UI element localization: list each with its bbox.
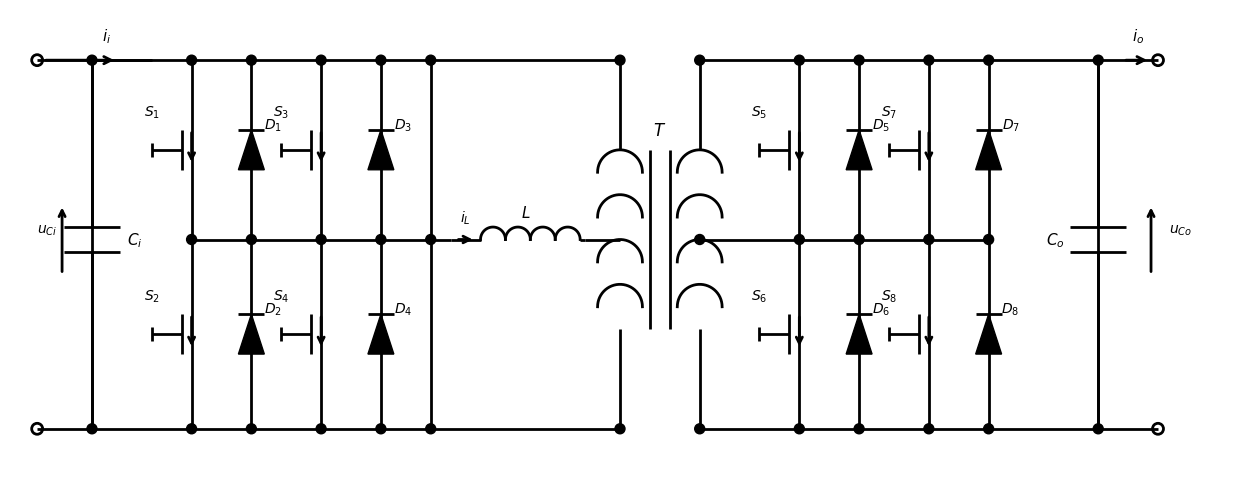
Circle shape — [615, 56, 625, 66]
Circle shape — [795, 424, 805, 434]
Circle shape — [316, 424, 326, 434]
Text: $S_2$: $S_2$ — [144, 288, 160, 305]
Circle shape — [186, 424, 197, 434]
Circle shape — [983, 235, 993, 245]
Circle shape — [983, 424, 993, 434]
Text: $u_{Ci}$: $u_{Ci}$ — [37, 223, 57, 237]
Text: $D_7$: $D_7$ — [1002, 118, 1019, 134]
Circle shape — [186, 56, 197, 66]
Circle shape — [376, 56, 386, 66]
Polygon shape — [368, 131, 394, 170]
Circle shape — [247, 235, 257, 245]
Circle shape — [795, 235, 805, 245]
Text: $C_o$: $C_o$ — [1047, 231, 1065, 249]
Circle shape — [694, 235, 704, 245]
Circle shape — [186, 235, 197, 245]
Circle shape — [694, 424, 704, 434]
Polygon shape — [976, 314, 1002, 354]
Text: $S_3$: $S_3$ — [273, 105, 289, 121]
Text: $D_8$: $D_8$ — [1002, 301, 1019, 318]
Circle shape — [425, 424, 435, 434]
Circle shape — [87, 424, 97, 434]
Polygon shape — [976, 131, 1002, 170]
Circle shape — [1094, 424, 1104, 434]
Text: $S_5$: $S_5$ — [751, 105, 768, 121]
Text: $C_i$: $C_i$ — [126, 231, 143, 249]
Text: $S_8$: $S_8$ — [880, 288, 898, 305]
Circle shape — [795, 56, 805, 66]
Text: $S_7$: $S_7$ — [880, 105, 897, 121]
Circle shape — [376, 235, 386, 245]
Circle shape — [854, 56, 864, 66]
Text: $D_2$: $D_2$ — [264, 301, 283, 318]
Circle shape — [924, 56, 934, 66]
Circle shape — [247, 424, 257, 434]
Circle shape — [316, 235, 326, 245]
Text: $D_1$: $D_1$ — [264, 118, 283, 134]
Circle shape — [1094, 56, 1104, 66]
Circle shape — [983, 56, 993, 66]
Polygon shape — [368, 314, 394, 354]
Text: $D_4$: $D_4$ — [393, 301, 412, 318]
Text: $D_3$: $D_3$ — [394, 118, 412, 134]
Polygon shape — [238, 314, 264, 354]
Circle shape — [425, 235, 435, 245]
Text: $T$: $T$ — [653, 121, 666, 140]
Circle shape — [694, 56, 704, 66]
Circle shape — [425, 56, 435, 66]
Text: $i_i$: $i_i$ — [103, 27, 112, 46]
Text: $S_4$: $S_4$ — [273, 288, 289, 305]
Text: $S_6$: $S_6$ — [751, 288, 768, 305]
Text: $L$: $L$ — [521, 204, 531, 221]
Text: $i_o$: $i_o$ — [1132, 27, 1145, 46]
Circle shape — [854, 235, 864, 245]
Circle shape — [316, 56, 326, 66]
Text: $D_6$: $D_6$ — [872, 301, 890, 318]
Text: $i_L$: $i_L$ — [460, 209, 471, 227]
Circle shape — [247, 56, 257, 66]
Polygon shape — [238, 131, 264, 170]
Circle shape — [87, 56, 97, 66]
Circle shape — [924, 235, 934, 245]
Polygon shape — [846, 314, 872, 354]
Circle shape — [924, 424, 934, 434]
Circle shape — [376, 424, 386, 434]
Circle shape — [615, 424, 625, 434]
Text: $D_5$: $D_5$ — [872, 118, 890, 134]
Text: $S_1$: $S_1$ — [144, 105, 160, 121]
Circle shape — [854, 424, 864, 434]
Polygon shape — [846, 131, 872, 170]
Text: $u_{Co}$: $u_{Co}$ — [1169, 223, 1193, 237]
